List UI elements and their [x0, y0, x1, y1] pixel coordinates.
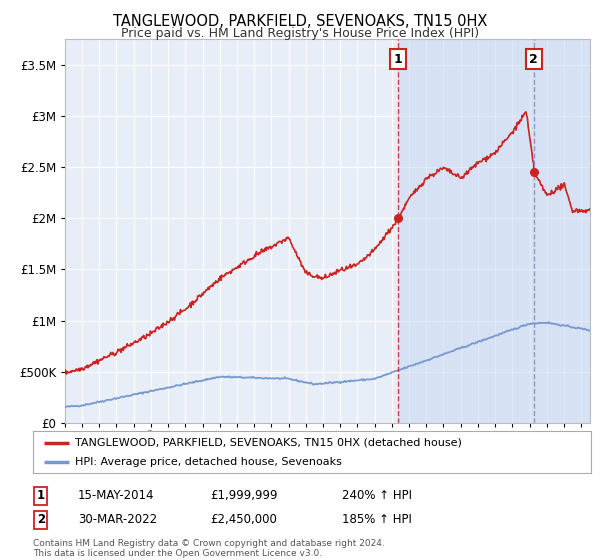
Text: 185% ↑ HPI: 185% ↑ HPI	[342, 513, 412, 526]
Bar	[398, 39, 590, 423]
Text: 240% ↑ HPI: 240% ↑ HPI	[342, 489, 412, 502]
Text: TANGLEWOOD, PARKFIELD, SEVENOAKS, TN15 0HX: TANGLEWOOD, PARKFIELD, SEVENOAKS, TN15 0…	[113, 14, 487, 29]
Text: Price paid vs. HM Land Registry's House Price Index (HPI): Price paid vs. HM Land Registry's House …	[121, 27, 479, 40]
Text: 30-MAR-2022: 30-MAR-2022	[78, 513, 157, 526]
Text: 2: 2	[529, 53, 538, 66]
Text: TANGLEWOOD, PARKFIELD, SEVENOAKS, TN15 0HX (detached house): TANGLEWOOD, PARKFIELD, SEVENOAKS, TN15 0…	[75, 437, 462, 447]
Text: 15-MAY-2014: 15-MAY-2014	[78, 489, 155, 502]
Text: £1,999,999: £1,999,999	[210, 489, 277, 502]
Text: HPI: Average price, detached house, Sevenoaks: HPI: Average price, detached house, Seve…	[75, 457, 342, 467]
Text: £2,450,000: £2,450,000	[210, 513, 277, 526]
Text: Contains HM Land Registry data © Crown copyright and database right 2024.
This d: Contains HM Land Registry data © Crown c…	[33, 539, 385, 558]
Text: 1: 1	[37, 489, 45, 502]
Text: 1: 1	[394, 53, 403, 66]
Text: 2: 2	[37, 513, 45, 526]
